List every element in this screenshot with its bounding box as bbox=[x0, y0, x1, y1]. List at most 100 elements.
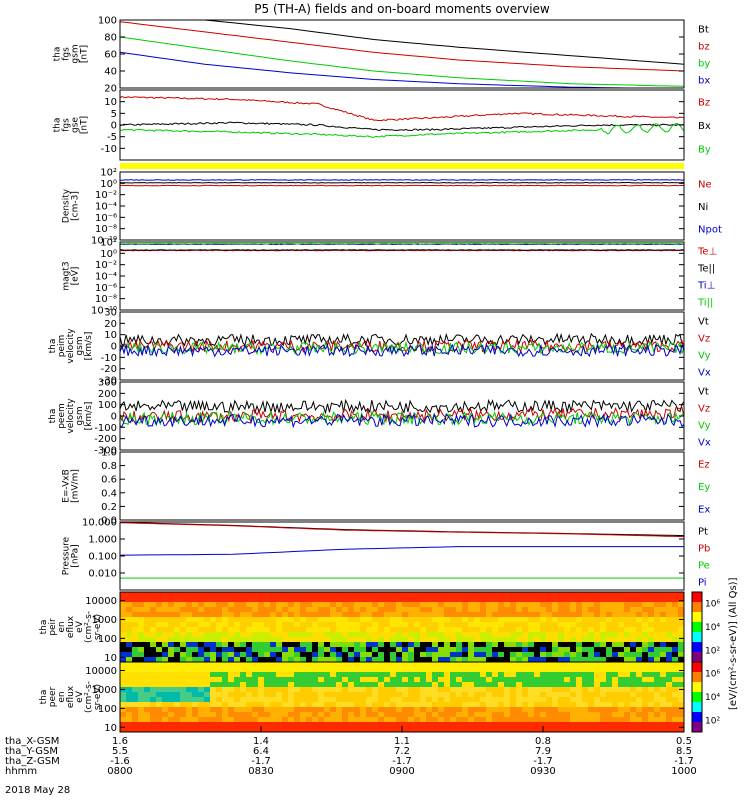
spectrogram-cell bbox=[552, 702, 559, 708]
spectrogram-cell bbox=[234, 627, 241, 633]
spectrogram-cell bbox=[240, 722, 247, 728]
spectrogram-cell bbox=[180, 637, 187, 643]
spectrogram-cell bbox=[666, 627, 673, 633]
spectrogram-cell bbox=[624, 672, 631, 678]
spectrogram-cell bbox=[516, 707, 523, 713]
legend-label-Ti⊥: Ti⊥ bbox=[697, 281, 715, 292]
spectrogram-cell bbox=[360, 712, 367, 718]
spectrogram-cell bbox=[576, 682, 583, 688]
spectrogram-cell bbox=[564, 667, 571, 673]
y-tick-label: 0.100 bbox=[88, 552, 117, 563]
spectrogram-cell bbox=[486, 602, 493, 608]
spectrogram-cell bbox=[288, 717, 295, 723]
spectrogram-cell bbox=[198, 712, 205, 718]
spectrogram-cell bbox=[300, 727, 307, 733]
spectrogram-cell bbox=[396, 637, 403, 643]
spectrogram-cell bbox=[558, 692, 565, 698]
spectrogram-cell bbox=[618, 612, 625, 618]
spectrogram-cell bbox=[168, 657, 175, 663]
spectrogram-cell bbox=[600, 697, 607, 703]
legend-label-Vx: Vx bbox=[698, 438, 711, 449]
spectrogram-cell bbox=[540, 652, 547, 658]
spectrogram-cell bbox=[642, 707, 649, 713]
spectrogram-cell bbox=[246, 712, 253, 718]
spectrogram-cell bbox=[498, 677, 505, 683]
spectrogram-cell bbox=[462, 652, 469, 658]
spectrogram-cell bbox=[366, 637, 373, 643]
spectrogram-cell bbox=[324, 677, 331, 683]
spectrogram-cell bbox=[186, 652, 193, 658]
spectrogram-cell bbox=[180, 722, 187, 728]
spectrogram-cell bbox=[336, 592, 343, 598]
spectrogram-cell bbox=[432, 682, 439, 688]
spectrogram-cell bbox=[144, 657, 151, 663]
spectrogram-cell bbox=[402, 597, 409, 603]
spectrogram-cell bbox=[276, 692, 283, 698]
spectrogram-cell bbox=[540, 692, 547, 698]
spectrogram-cell bbox=[264, 592, 271, 598]
spectrogram-cell bbox=[126, 607, 133, 613]
spectrogram-cell bbox=[618, 632, 625, 638]
spectrogram-cell bbox=[240, 667, 247, 673]
spectrogram-cell bbox=[414, 622, 421, 628]
spectrogram-cell bbox=[384, 637, 391, 643]
spectrogram-cell bbox=[126, 642, 133, 648]
legend-label-Ti||: Ti|| bbox=[697, 298, 713, 309]
spectrogram-cell bbox=[132, 727, 139, 733]
spectrogram-cell bbox=[174, 592, 181, 598]
spectrogram-cell bbox=[534, 647, 541, 653]
spectrogram-cell bbox=[324, 712, 331, 718]
colorbar-segment bbox=[692, 642, 702, 653]
spectrogram-cell bbox=[372, 592, 379, 598]
spectrogram-cell bbox=[666, 642, 673, 648]
spectrogram-cell bbox=[636, 692, 643, 698]
spectrogram-cell bbox=[126, 597, 133, 603]
spectrogram-cell bbox=[258, 692, 265, 698]
spectrogram-cell bbox=[246, 627, 253, 633]
spectrogram-cell bbox=[378, 607, 385, 613]
spectrogram-cell bbox=[594, 687, 601, 693]
spectrogram-cell bbox=[282, 597, 289, 603]
series-line-Pt bbox=[119, 521, 685, 537]
spectrogram-cell bbox=[648, 592, 655, 598]
spectrogram-cell bbox=[204, 727, 211, 733]
spectrogram-cell bbox=[630, 717, 637, 723]
spectrogram-cell bbox=[138, 657, 145, 663]
spectrogram-cell bbox=[444, 627, 451, 633]
spectrogram-cell bbox=[468, 592, 475, 598]
spectrogram-cell bbox=[576, 597, 583, 603]
spectrogram-cell bbox=[168, 602, 175, 608]
spectrogram-cell bbox=[138, 667, 145, 673]
spectrogram-cell bbox=[564, 617, 571, 623]
spectrogram-cell bbox=[354, 707, 361, 713]
spectrogram-cell bbox=[564, 712, 571, 718]
spectrogram-cell bbox=[648, 652, 655, 658]
spectrogram-cell bbox=[282, 727, 289, 733]
spectrogram-cell bbox=[360, 682, 367, 688]
spectrogram-cell bbox=[546, 717, 553, 723]
spectrogram-cell bbox=[630, 692, 637, 698]
spectrogram-cell bbox=[558, 677, 565, 683]
spectrogram-cell bbox=[594, 667, 601, 673]
spectrogram-cell bbox=[396, 632, 403, 638]
spectrogram-cell bbox=[300, 692, 307, 698]
spectrogram-cell bbox=[600, 687, 607, 693]
spectrogram-cell bbox=[510, 597, 517, 603]
spectrogram-cell bbox=[258, 632, 265, 638]
spectrogram-cell bbox=[492, 647, 499, 653]
spectrogram-cell bbox=[528, 712, 535, 718]
spectrogram-cell bbox=[438, 722, 445, 728]
spectrogram-cell bbox=[612, 617, 619, 623]
spectrogram-cell bbox=[492, 602, 499, 608]
spectrogram-cell bbox=[444, 592, 451, 598]
y-tick-label: 10000 bbox=[85, 596, 117, 607]
spectrogram-cell bbox=[312, 722, 319, 728]
spectrogram-cell bbox=[654, 662, 661, 668]
spectrogram-cell bbox=[396, 677, 403, 683]
spectrogram-cell bbox=[234, 692, 241, 698]
spectrogram-cell bbox=[186, 617, 193, 623]
legend-label-Bz: Bz bbox=[698, 98, 710, 109]
spectrogram-cell bbox=[330, 692, 337, 698]
spectrogram-cell bbox=[654, 632, 661, 638]
